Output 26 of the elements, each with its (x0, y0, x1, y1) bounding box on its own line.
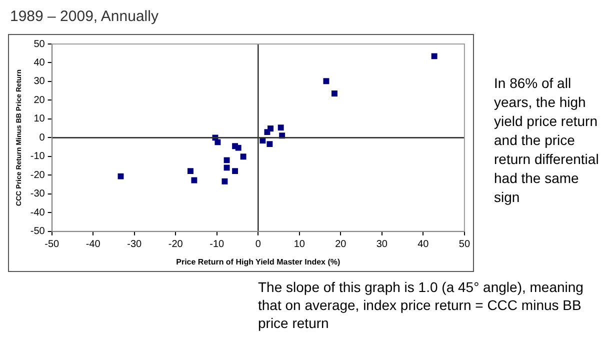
x-tick-label: 50 (458, 239, 470, 250)
y-tick-label: -10 (30, 151, 46, 162)
y-tick-label: 40 (34, 57, 46, 68)
chart-title: 1989 – 2009, Annually (10, 8, 158, 25)
y-tick-label: 50 (34, 38, 46, 50)
y-tick-label: -40 (30, 207, 46, 218)
x-tick-label: 40 (418, 239, 430, 250)
y-tick-label: -50 (30, 226, 46, 238)
x-tick-label: -40 (86, 239, 101, 250)
text: In 86% of all years, the high yield price return and the price return differential had the same sign (494, 74, 600, 207)
y-tick-label: 20 (34, 94, 46, 106)
x-tick-label: -30 (127, 239, 142, 250)
y-tick-label: -30 (30, 188, 46, 200)
x-tick-label: 10 (294, 239, 306, 250)
x-tick-label: 0 (255, 239, 262, 250)
y-tick-label: -20 (30, 170, 46, 181)
x-tick-label: 30 (376, 239, 388, 250)
x-axis-title: Price Return of High Yield Master Index (%) (176, 257, 340, 266)
y-tick-label: 10 (34, 114, 46, 125)
text: The slope of this graph is 1.0 (a 45° angle), meaning that on average, index price return = CCC minus BB price return (258, 278, 584, 332)
x-tick-label: -20 (168, 239, 184, 250)
y-tick-label: 0 (39, 132, 46, 144)
x-tick-label: -10 (210, 239, 225, 250)
x-tick-label: -50 (44, 239, 60, 250)
y-tick-label: 30 (34, 76, 46, 88)
x-tick-label: 20 (335, 239, 347, 250)
